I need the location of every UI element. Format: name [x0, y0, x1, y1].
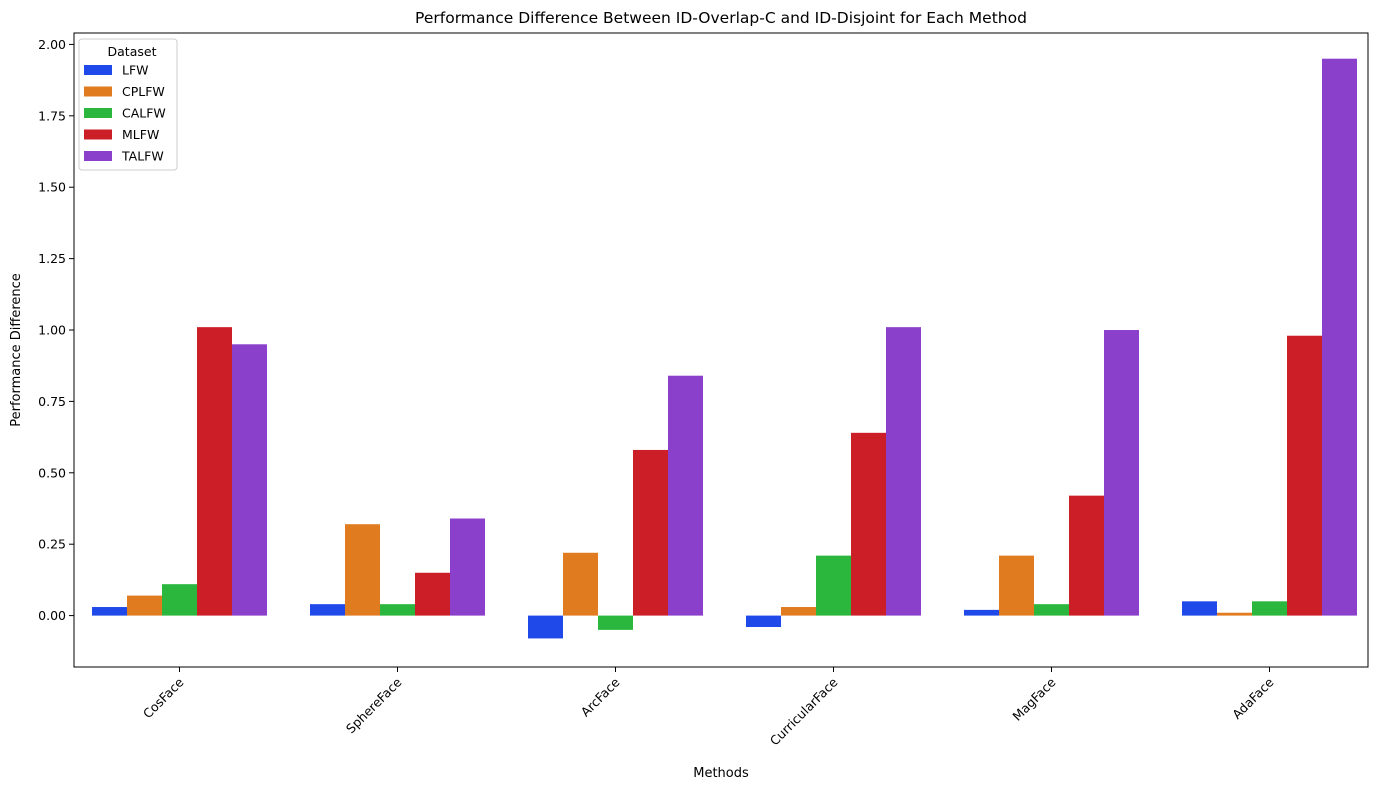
legend-swatch-mlfw — [84, 129, 112, 140]
bar-lfw-curricularface — [746, 615, 781, 628]
bar-calfw-magface — [1034, 604, 1069, 616]
bar-calfw-curricularface — [816, 555, 851, 616]
legend-label-cplfw: CPLFW — [122, 84, 165, 99]
y-tick-label: 1.00 — [38, 323, 66, 338]
bar-talfw-curricularface — [886, 327, 921, 616]
legend-swatch-calfw — [84, 108, 112, 118]
bar-cplfw-arcface — [563, 552, 598, 616]
bar-mlfw-curricularface — [851, 432, 886, 616]
bar-cplfw-magface — [999, 555, 1034, 616]
y-tick-label: 0.75 — [38, 394, 66, 409]
legend-swatch-lfw — [84, 65, 112, 75]
bar-calfw-sphereface — [380, 604, 415, 616]
y-tick-label: 0.50 — [38, 465, 66, 480]
bar-lfw-adaface — [1182, 601, 1217, 616]
bar-calfw-adaface — [1252, 601, 1287, 616]
x-tick-label-magface: MagFace — [1009, 674, 1058, 723]
bar-cplfw-cosface — [127, 595, 162, 616]
legend-label-calfw: CALFW — [122, 106, 166, 121]
bar-talfw-magface — [1104, 330, 1139, 616]
legend-swatch-cplfw — [84, 86, 112, 97]
y-tick-label: 1.50 — [38, 180, 66, 195]
bar-lfw-cosface — [92, 607, 127, 616]
chart-title: Performance Difference Between ID-Overla… — [415, 9, 1027, 27]
y-tick-label: 2.00 — [38, 37, 66, 52]
x-tick-label-cosface: CosFace — [140, 674, 187, 721]
bar-mlfw-sphereface — [415, 572, 450, 616]
bars-layer — [92, 58, 1357, 639]
y-axis-label: Performance Difference — [9, 273, 24, 427]
bar-mlfw-magface — [1069, 495, 1104, 616]
plot-area — [73, 32, 1369, 668]
x-axis: CosFace SphereFace ArcFace CurricularFace Ma… — [140, 667, 1277, 748]
y-tick-label: 0.25 — [38, 537, 66, 552]
bar-lfw-sphereface — [310, 604, 345, 616]
x-tick-label-arcface: ArcFace — [578, 674, 623, 719]
legend-label-talfw: TALFW — [121, 149, 164, 164]
y-axis: 0.00 0.25 0.50 0.75 1.00 1.25 1.50 1.75 2.00 — [38, 37, 74, 623]
bar-talfw-adaface — [1322, 58, 1357, 616]
y-tick-label: 1.25 — [38, 251, 66, 266]
bar-lfw-magface — [964, 609, 999, 616]
legend-label-mlfw: MLFW — [122, 127, 159, 142]
y-tick-label: 0.00 — [38, 608, 66, 623]
x-tick-label-adaface: AdaFace — [1229, 674, 1277, 722]
bar-mlfw-arcface — [633, 449, 668, 616]
legend-label-lfw: LFW — [122, 63, 149, 78]
legend-swatch-talfw — [84, 151, 112, 161]
y-tick-label: 1.75 — [38, 108, 66, 123]
bar-mlfw-cosface — [197, 327, 232, 616]
x-axis-label: Methods — [693, 766, 749, 781]
x-tick-label-curricularface: CurricularFace — [767, 674, 841, 748]
bar-calfw-arcface — [598, 615, 633, 630]
bar-mlfw-adaface — [1287, 335, 1322, 616]
bar-lfw-arcface — [528, 615, 563, 639]
bar-cplfw-curricularface — [781, 607, 816, 616]
x-tick-label-sphereface: SphereFace — [343, 674, 405, 736]
bar-talfw-arcface — [668, 375, 703, 616]
bar-calfw-cosface — [162, 584, 197, 616]
bar-talfw-sphereface — [450, 518, 485, 616]
bar-cplfw-adaface — [1217, 612, 1252, 616]
bar-cplfw-sphereface — [345, 524, 380, 616]
bar-talfw-cosface — [232, 344, 267, 616]
legend: Dataset LFW CPLFW CALFW MLFW TALFW — [78, 38, 178, 171]
legend-title: Dataset — [108, 44, 157, 59]
